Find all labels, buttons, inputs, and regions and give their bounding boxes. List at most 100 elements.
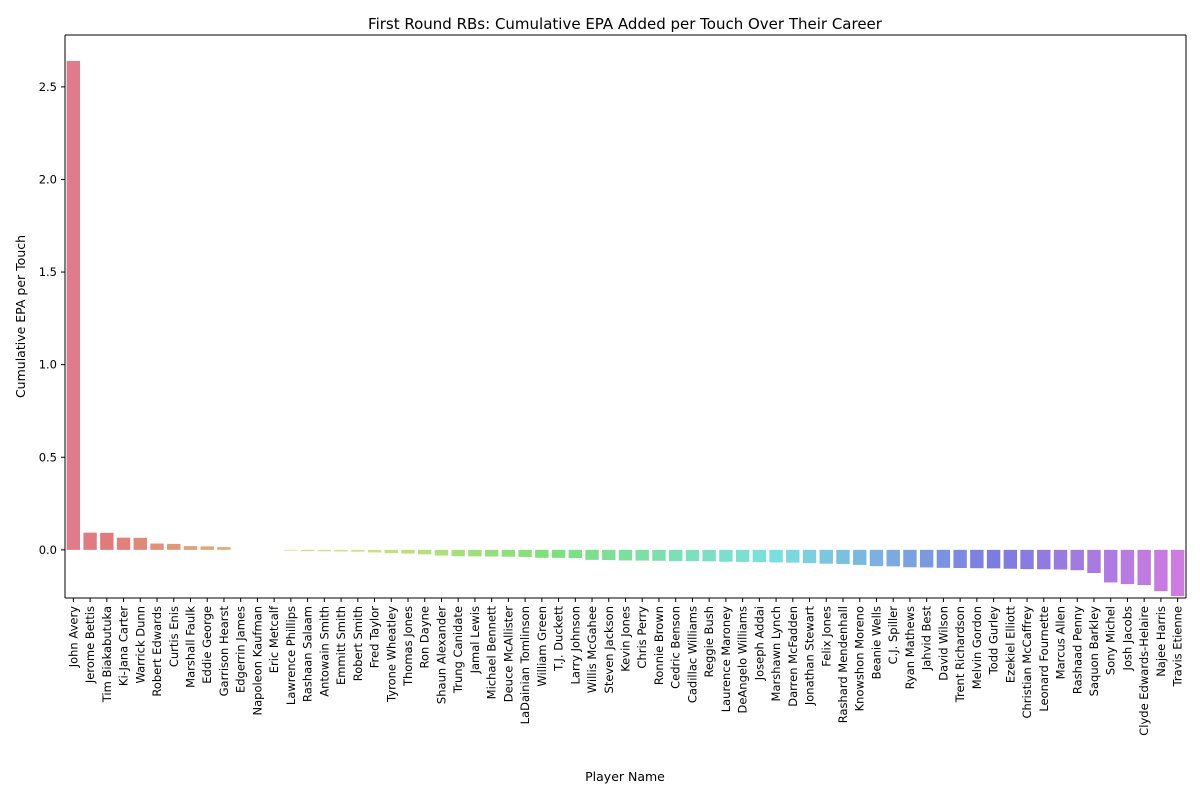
x-tick-label: Kevin Jones bbox=[619, 606, 633, 672]
bar bbox=[1170, 549, 1185, 597]
bar bbox=[284, 549, 298, 551]
x-tick-label: Knowshon Moreno bbox=[853, 606, 867, 711]
bar bbox=[919, 549, 934, 568]
x-axis-label: Player Name bbox=[585, 769, 665, 784]
bar bbox=[836, 549, 850, 564]
x-tick-label: Jamal Lewis bbox=[468, 606, 482, 674]
x-tick-label: Lawrence Phillips bbox=[284, 606, 298, 705]
bar bbox=[936, 549, 951, 568]
x-tick-label: Robert Smith bbox=[351, 606, 365, 681]
bar bbox=[351, 549, 365, 552]
bar bbox=[1053, 549, 1068, 570]
bar bbox=[535, 549, 549, 558]
x-tick-label: Willis McGahee bbox=[585, 606, 599, 693]
bar bbox=[1120, 549, 1135, 585]
bar bbox=[367, 549, 382, 553]
bar bbox=[150, 543, 164, 550]
bar bbox=[685, 549, 700, 562]
bar bbox=[735, 549, 750, 562]
bar bbox=[66, 60, 81, 550]
x-tick-label: LaDainian Tomlinson bbox=[518, 606, 532, 724]
x-tick-label: Christian McCaffrey bbox=[1020, 606, 1034, 719]
bar bbox=[384, 549, 398, 554]
x-tick-label: Marcus Allen bbox=[1054, 606, 1068, 679]
bar bbox=[1070, 549, 1084, 571]
y-tick-label: 0.5 bbox=[39, 450, 57, 464]
bar bbox=[468, 549, 482, 557]
x-tick-label: Fred Taylor bbox=[368, 606, 382, 668]
x-tick-label: Curtis Enis bbox=[167, 606, 181, 667]
x-tick-label: Marshawn Lynch bbox=[769, 606, 783, 701]
bar bbox=[418, 549, 432, 555]
y-tick-label: 1.5 bbox=[39, 265, 57, 279]
x-tick-label: Ki-Jana Carter bbox=[117, 606, 131, 686]
x-tick-label: T.J. Duckett bbox=[552, 606, 566, 672]
x-tick-label: Emmitt Smith bbox=[334, 606, 348, 685]
x-tick-label: Beanie Wells bbox=[869, 606, 883, 679]
bar bbox=[903, 549, 917, 568]
bar bbox=[986, 549, 1001, 569]
x-tick-label: Darren McFadden bbox=[786, 606, 800, 707]
y-tick-label: 2.5 bbox=[39, 80, 57, 94]
bar bbox=[886, 549, 900, 567]
bar bbox=[970, 549, 984, 569]
x-tick-label: Reggie Bush bbox=[702, 606, 716, 678]
bar bbox=[83, 532, 97, 550]
bar bbox=[1087, 549, 1101, 573]
x-tick-label: Joseph Addai bbox=[752, 606, 766, 681]
x-tick-label: Ezekiel Elliott bbox=[1003, 606, 1017, 684]
x-tick-label: Ron Dayne bbox=[418, 606, 432, 669]
x-tick-label: Trent Richardson bbox=[953, 606, 967, 703]
chart-title: First Round RBs: Cumulative EPA Added pe… bbox=[368, 15, 883, 33]
x-tick-label: Ryan Mathews bbox=[903, 606, 917, 689]
bar bbox=[133, 537, 147, 550]
x-tick-label: Cedric Benson bbox=[669, 606, 683, 689]
x-tick-label: Marshall Faulk bbox=[183, 606, 197, 688]
bar bbox=[334, 549, 348, 552]
x-tick-label: Jahvid Best bbox=[920, 606, 934, 672]
x-tick-label: John Avery bbox=[66, 606, 80, 668]
bar bbox=[802, 549, 817, 564]
x-tick-label: Rashaad Penny bbox=[1070, 606, 1084, 694]
bar bbox=[786, 549, 800, 563]
bar bbox=[769, 549, 783, 563]
x-tick-label: Larry Johnson bbox=[568, 606, 582, 685]
x-tick-label: Eric Metcalf bbox=[267, 605, 281, 673]
bar bbox=[1104, 549, 1118, 583]
bar bbox=[669, 549, 683, 562]
x-tick-label: Clyde Edwards-Helaire bbox=[1137, 606, 1151, 736]
x-tick-label: David Wilson bbox=[936, 606, 950, 681]
bar bbox=[618, 549, 633, 561]
bar bbox=[501, 549, 516, 557]
bar bbox=[1154, 549, 1168, 592]
x-tick-label: Josh Jacobs bbox=[1120, 606, 1134, 671]
y-tick-label: 2.0 bbox=[39, 172, 57, 186]
x-tick-label: Cadillac Williams bbox=[685, 606, 699, 703]
x-tick-label: William Green bbox=[535, 606, 549, 687]
bar bbox=[183, 546, 198, 550]
x-axis-ticks: John Avery Jerome Bettis Tim Biakabutuka Ki… bbox=[66, 598, 1185, 736]
y-axis-label: Cumulative EPA per Touch bbox=[13, 235, 28, 398]
x-tick-label: Eddie George bbox=[200, 606, 214, 684]
bar bbox=[1137, 549, 1151, 586]
bar bbox=[602, 549, 616, 561]
x-tick-label: Najee Harris bbox=[1154, 606, 1168, 677]
bar bbox=[217, 547, 231, 550]
x-tick-label: Jerome Bettis bbox=[83, 606, 97, 684]
x-tick-label: Shaun Alexander bbox=[434, 606, 448, 704]
x-tick-label: Napoleon Kaufman bbox=[250, 606, 264, 716]
bar bbox=[585, 549, 599, 560]
x-tick-label: Garrison Hearst bbox=[217, 606, 231, 697]
x-tick-label: C.J. Spiller bbox=[886, 606, 900, 665]
bar bbox=[752, 549, 767, 563]
bar bbox=[116, 537, 131, 550]
x-tick-label: Warrick Dunn bbox=[133, 606, 147, 684]
x-tick-label: Tyrone Wheatley bbox=[384, 606, 398, 703]
bar bbox=[652, 549, 666, 561]
y-tick-label: 1.0 bbox=[39, 358, 57, 372]
x-tick-label: Saquon Barkley bbox=[1087, 606, 1101, 697]
bar bbox=[635, 549, 649, 561]
bar bbox=[200, 546, 214, 550]
bar bbox=[167, 543, 181, 550]
bar bbox=[451, 549, 465, 557]
